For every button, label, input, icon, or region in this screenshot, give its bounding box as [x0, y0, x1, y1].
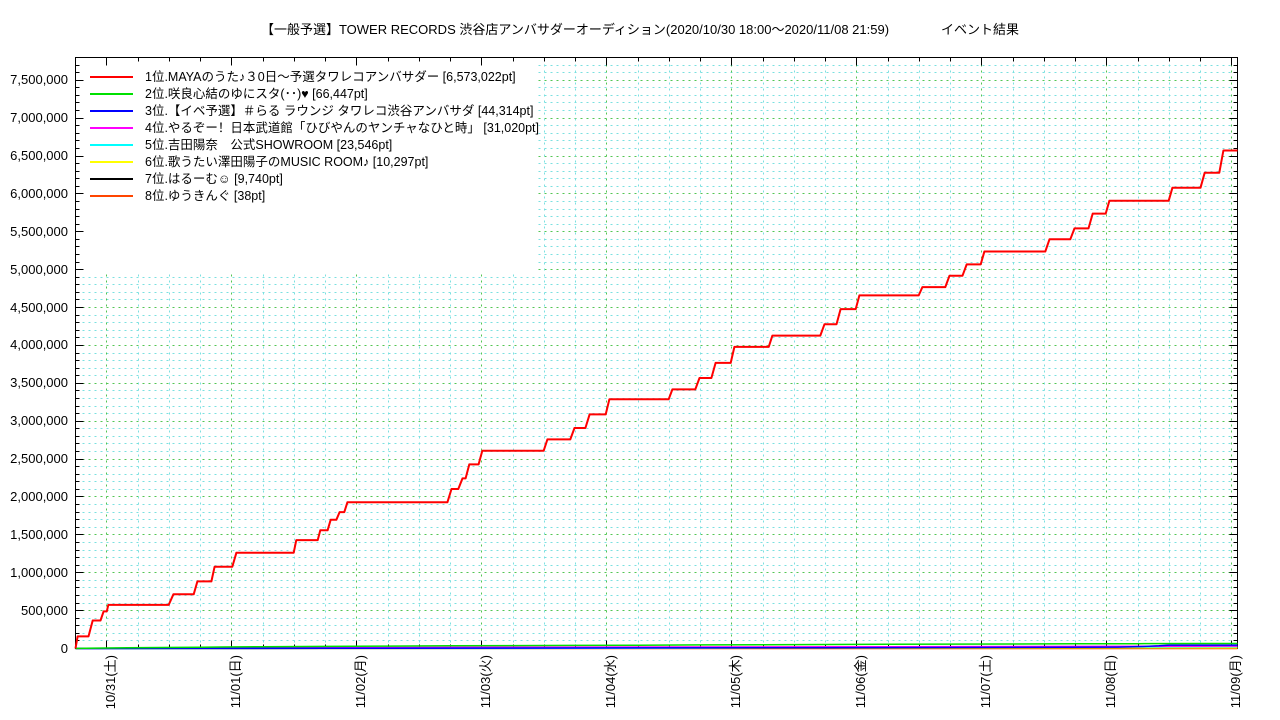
x-tick-label-text: 11/08(日) — [1102, 655, 1118, 709]
x-tick-label-text: 11/01(日) — [227, 655, 243, 709]
series-line-rank-1 — [74, 149, 1238, 649]
y-tick-label: 4,000,000 — [10, 337, 68, 353]
y-tick-label: 500,000 — [21, 602, 68, 618]
legend-color-swatch — [90, 178, 133, 180]
legend-color-swatch — [90, 93, 133, 95]
legend-entry-label: 5位.吉田陽奈 公式SHOWROOM [23,546pt] — [145, 138, 393, 152]
series-line-rank-2 — [75, 642, 1238, 650]
x-tick-label-text: 11/05(木) — [727, 655, 743, 709]
legend-entry-label: 3位.【イベ予選】＃らる ラウンジ タワレコ渋谷アンバサダ [44,314pt] — [145, 104, 534, 118]
y-tick-label: 2,000,000 — [10, 488, 68, 504]
y-tick-label: 7,500,000 — [10, 72, 68, 88]
x-tick-label-text: 11/07(土) — [977, 655, 993, 709]
y-tick-label: 6,500,000 — [10, 148, 68, 163]
y-tick-label: 5,500,000 — [10, 223, 68, 239]
series-line-rank-3 — [75, 644, 1238, 650]
y-tick-label: 4,500,000 — [10, 299, 68, 315]
legend-entry-label: 2位.咲良心結のゆにスタ(･･)♥ [66,447pt] — [145, 87, 368, 101]
chart-title: 【一般予選】TOWER RECORDS 渋谷店アンバサダーオーディション(202… — [260, 22, 1020, 37]
x-tick-label-text: 11/04(水) — [602, 655, 618, 709]
x-tick-label-text: 11/09(月) — [1227, 655, 1243, 709]
y-tick-label: 3,000,000 — [10, 413, 68, 429]
x-tick-label-text: 10/31(土) — [102, 655, 118, 710]
x-tick-label-text: 11/03(火) — [477, 655, 493, 709]
y-tick-label: 7,000,000 — [10, 110, 68, 126]
legend-entry-label: 8位.ゆうきんぐ [38pt] — [145, 189, 266, 203]
legend-color-swatch — [90, 127, 133, 129]
x-tick-label-text: 11/02(月) — [352, 655, 368, 709]
legend-color-swatch — [90, 110, 133, 112]
x-tick-label-text: 11/06(金) — [852, 655, 868, 709]
y-tick-label: 1,500,000 — [10, 526, 68, 542]
y-tick-label: 5,000,000 — [10, 261, 68, 277]
y-tick-label: 0 — [60, 640, 68, 656]
y-tick-label: 6,000,000 — [10, 185, 68, 201]
y-tick-label: 1,000,000 — [10, 564, 68, 580]
legend-entry-label: 7位.はるーむ☺ [9,740pt] — [145, 172, 283, 186]
y-tick-label: 2,500,000 — [10, 451, 68, 467]
legend-color-swatch — [90, 76, 133, 78]
y-tick-label: 3,500,000 — [10, 375, 68, 391]
legend-color-swatch — [90, 144, 133, 146]
legend-entry-label: 1位.MAYAのうた♪３0日～予選タワレコアンバサダー [6,573,022pt… — [145, 70, 516, 84]
legend-color-swatch — [90, 195, 133, 197]
legend-entry-label: 4位.やるぞー！日本武道館「ひびやんのヤンチャなひと時」 [31,020pt] — [145, 121, 540, 135]
legend-entry-label: 6位.歌うたい澤田陽子のMUSIC ROOM♪ [10,297pt] — [145, 155, 429, 169]
legend-color-swatch — [90, 161, 133, 163]
legend-box — [76, 58, 537, 271]
